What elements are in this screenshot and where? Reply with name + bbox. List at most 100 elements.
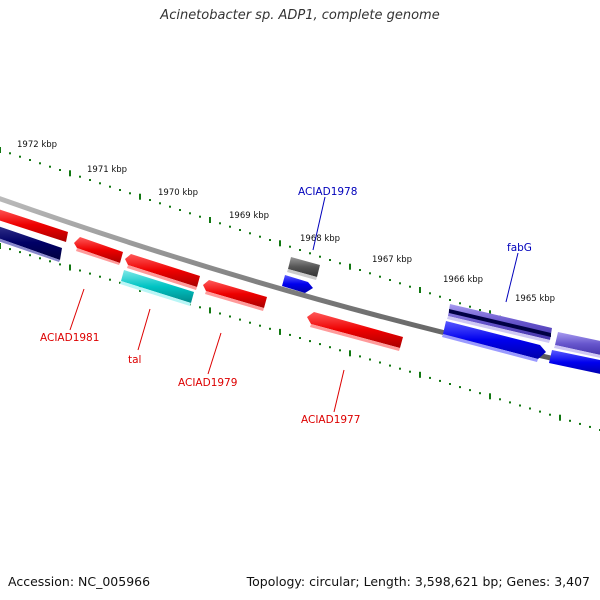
gene-feature[interactable] [0, 225, 62, 262]
major-tick [279, 328, 281, 335]
minor-tick [9, 152, 11, 155]
minor-tick [569, 419, 571, 422]
leader-line [333, 369, 345, 413]
kbp-label: 1971 kbp [87, 165, 127, 175]
minor-tick [199, 215, 201, 218]
kbp-label: 1970 kbp [158, 188, 198, 198]
minor-tick [339, 262, 341, 265]
kbp-label: 1965 kbp [515, 294, 555, 304]
minor-tick [39, 162, 41, 165]
minor-tick [219, 222, 221, 225]
gene-label[interactable]: ACIAD1978 [298, 186, 357, 198]
minor-tick [319, 343, 321, 346]
leader-line [69, 288, 85, 331]
minor-tick [89, 272, 91, 275]
minor-tick [109, 185, 111, 188]
gene-feature[interactable] [120, 270, 194, 306]
gene-feature[interactable] [203, 280, 267, 311]
minor-tick [229, 315, 231, 318]
minor-tick [429, 292, 431, 295]
minor-tick [579, 422, 581, 425]
major-tick [69, 170, 71, 177]
gene-feature[interactable] [282, 275, 313, 293]
gene-feature[interactable] [554, 332, 600, 359]
minor-tick [149, 199, 151, 201]
inner-tick-ring [0, 243, 600, 431]
minor-tick [539, 410, 541, 413]
major-tick [349, 350, 351, 357]
minor-tick [269, 239, 271, 241]
leader-line [207, 332, 222, 375]
gene-feature[interactable] [307, 312, 403, 351]
kbp-label: 1972 kbp [17, 140, 57, 150]
kbp-label: 1968 kbp [300, 234, 340, 244]
gene-feature[interactable] [549, 350, 600, 375]
minor-tick [19, 251, 21, 254]
leader-line [312, 196, 326, 251]
minor-tick [79, 269, 81, 272]
minor-tick [129, 192, 131, 195]
kbp-label: 1966 kbp [443, 275, 483, 285]
kbp-label: 1969 kbp [229, 211, 269, 221]
minor-tick [389, 364, 391, 367]
minor-tick [49, 165, 51, 168]
minor-tick [359, 269, 361, 271]
minor-tick [109, 278, 111, 281]
minor-tick [299, 337, 301, 339]
minor-tick [29, 254, 31, 257]
minor-tick [289, 245, 291, 248]
gene-label[interactable]: ACIAD1977 [301, 414, 360, 426]
major-tick [419, 287, 421, 293]
outer-tick-ring [0, 147, 600, 351]
minor-tick [239, 229, 241, 231]
gene-feature[interactable] [447, 304, 552, 343]
minor-tick [289, 333, 291, 336]
minor-tick [249, 321, 251, 324]
minor-tick [439, 379, 441, 382]
minor-tick [309, 252, 311, 255]
minor-tick [189, 212, 191, 215]
major-tick [0, 147, 1, 153]
minor-tick [449, 383, 451, 385]
major-tick [419, 371, 421, 378]
minor-tick [259, 324, 261, 327]
minor-tick [479, 309, 481, 311]
major-tick [489, 393, 491, 400]
minor-tick [19, 155, 21, 158]
minor-tick [309, 340, 311, 343]
minor-tick [269, 327, 271, 330]
gene-feature[interactable] [287, 257, 320, 280]
gene-label[interactable]: fabG [507, 242, 532, 254]
minor-tick [119, 281, 121, 284]
major-tick [69, 264, 71, 271]
gene-label[interactable]: tal [128, 354, 141, 366]
gene-label[interactable]: ACIAD1981 [40, 332, 99, 344]
minor-tick [199, 306, 201, 309]
minor-tick [409, 285, 411, 288]
gene-feature[interactable] [442, 321, 546, 362]
minor-tick [299, 249, 301, 251]
minor-tick [409, 370, 411, 373]
leader-line [137, 308, 151, 351]
gene-feature[interactable] [74, 237, 123, 265]
minor-tick [79, 175, 81, 178]
minor-tick [549, 413, 551, 416]
minor-tick [239, 318, 241, 321]
minor-tick [469, 305, 471, 308]
minor-tick [399, 367, 401, 370]
minor-tick [169, 205, 171, 208]
leader-line [505, 252, 519, 303]
major-tick [209, 307, 211, 314]
minor-tick [449, 299, 451, 301]
kbp-label: 1967 kbp [372, 255, 412, 265]
minor-tick [459, 302, 461, 305]
minor-tick [259, 235, 261, 238]
major-tick [559, 414, 561, 421]
gene-feature[interactable] [125, 254, 200, 290]
gene-label[interactable]: ACIAD1979 [178, 377, 237, 389]
minor-tick [119, 189, 121, 191]
accession-label: Accession: NC_005966 [8, 574, 151, 589]
gene-feature[interactable] [0, 208, 68, 242]
minor-tick [469, 389, 471, 392]
minor-tick [39, 257, 41, 260]
